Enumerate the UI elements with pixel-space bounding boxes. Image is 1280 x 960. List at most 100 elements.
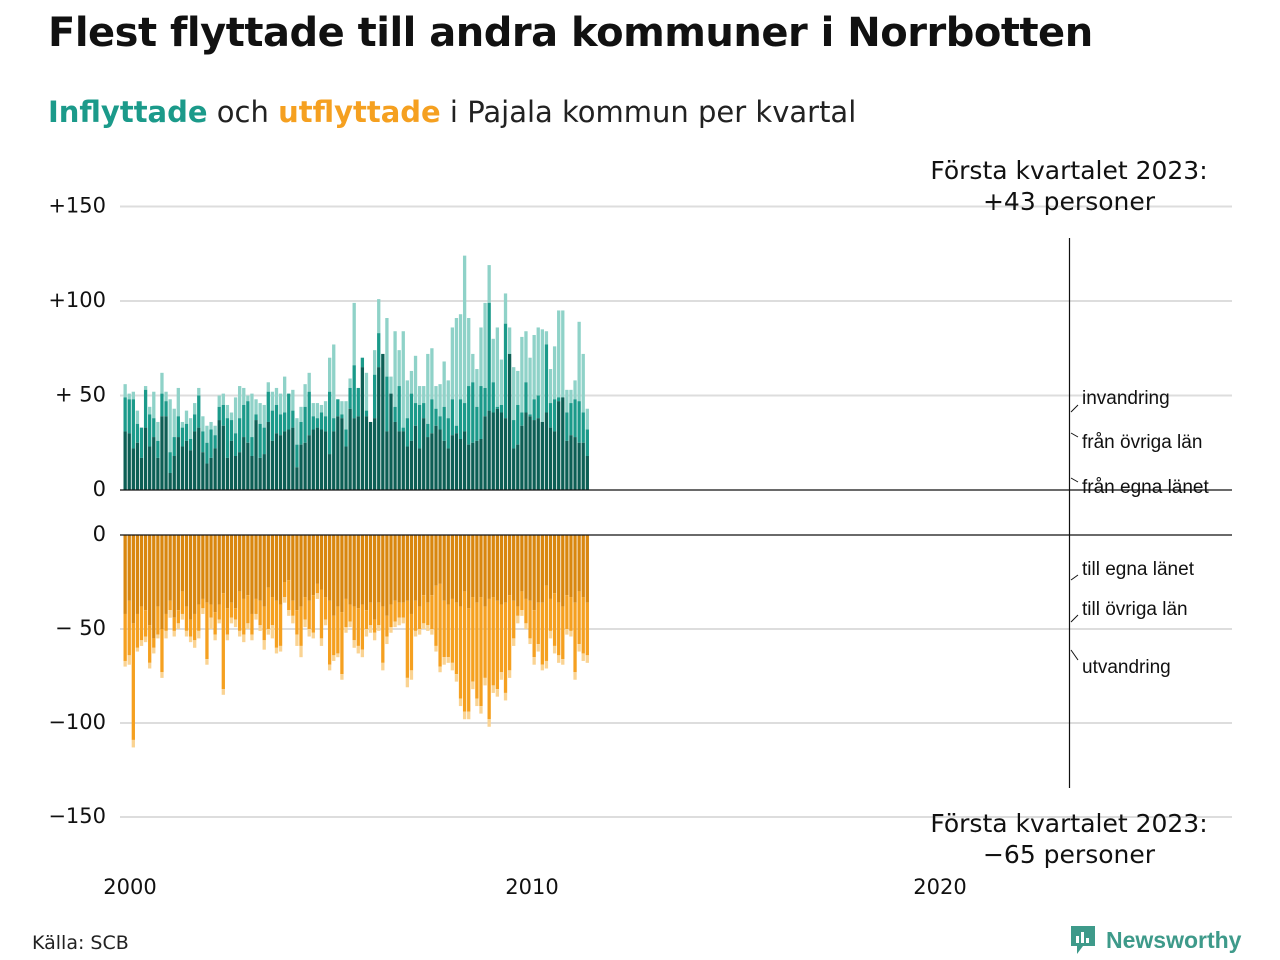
- bar-till-ovriga-lan: [242, 598, 246, 635]
- bar-till-ovriga-lan: [201, 598, 205, 609]
- bar-invandring: [213, 425, 217, 436]
- bar-till-ovriga-lan: [377, 602, 381, 626]
- bar-utvandring: [143, 636, 148, 643]
- bar-till-ovriga-lan: [307, 600, 311, 629]
- bar-till-ovriga-lan: [266, 587, 270, 629]
- bar-fran-ovriga-lan: [205, 442, 209, 464]
- bar-invandring: [499, 359, 504, 405]
- bar-utvandring: [188, 636, 193, 643]
- bar-fran-ovriga-lan: [274, 404, 279, 434]
- bar-till-ovriga-lan: [409, 613, 414, 671]
- bar-utvandring: [405, 677, 410, 688]
- bar-fran-ovriga-lan: [536, 395, 540, 419]
- bar-till-ovriga-lan: [552, 593, 557, 646]
- bar-fran-ovriga-lan: [577, 401, 581, 443]
- bar-till-ovriga-lan: [368, 602, 373, 626]
- bar-till-egna-lanet: [291, 535, 295, 601]
- bar-till-egna-lanet: [499, 535, 504, 605]
- bar-till-egna-lanet: [233, 535, 238, 609]
- bar-till-ovriga-lan: [336, 606, 340, 654]
- bar-fran-egna-lanet: [487, 410, 491, 490]
- bar-fran-egna-lanet: [528, 416, 532, 490]
- bar-fran-ovriga-lan: [581, 412, 585, 443]
- bar-utvandring: [377, 625, 381, 631]
- bar-fran-egna-lanet: [512, 448, 516, 490]
- bar-fran-egna-lanet: [184, 440, 189, 490]
- y-tick-label-bottom: − 50: [55, 616, 106, 640]
- bar-till-ovriga-lan: [172, 617, 176, 631]
- label-leader-line: [1070, 614, 1079, 623]
- bar-fran-ovriga-lan: [152, 418, 156, 438]
- bar-till-egna-lanet: [577, 535, 581, 592]
- bar-utvandring: [495, 689, 499, 697]
- bar-fran-ovriga-lan: [209, 429, 213, 458]
- bar-till-egna-lanet: [446, 535, 450, 605]
- bar-utvandring: [139, 640, 144, 646]
- bar-fran-ovriga-lan: [238, 418, 242, 453]
- bar-till-ovriga-lan: [233, 608, 238, 620]
- bar-till-ovriga-lan: [213, 612, 217, 635]
- bar-utvandring: [250, 634, 254, 641]
- bar-invandring: [507, 327, 512, 354]
- bar-fran-ovriga-lan: [266, 391, 270, 422]
- bar-invandring: [340, 401, 344, 415]
- bar-till-egna-lanet: [516, 535, 520, 607]
- bar-invandring: [540, 329, 544, 422]
- bar-utvandring: [193, 640, 197, 648]
- bar-till-egna-lanet: [561, 535, 565, 607]
- bar-utvandring: [303, 619, 307, 628]
- bar-till-egna-lanet: [323, 535, 328, 598]
- bar-till-egna-lanet: [450, 535, 454, 599]
- bar-invandring: [205, 425, 209, 443]
- bar-fran-ovriga-lan: [532, 399, 536, 421]
- bar-fran-ovriga-lan: [426, 423, 430, 438]
- bar-till-ovriga-lan: [221, 593, 225, 690]
- bar-till-ovriga-lan: [442, 600, 446, 658]
- bar-till-egna-lanet: [479, 535, 483, 598]
- bar-fran-ovriga-lan: [573, 399, 577, 438]
- bar-invandring: [442, 361, 446, 407]
- bar-fran-egna-lanet: [393, 421, 397, 490]
- bar-invandring: [434, 386, 438, 409]
- bar-fran-ovriga-lan: [364, 410, 369, 417]
- bar-invandring: [184, 410, 189, 424]
- bar-till-ovriga-lan: [503, 602, 508, 693]
- bar-till-egna-lanet: [225, 535, 230, 609]
- bar-till-ovriga-lan: [135, 613, 140, 648]
- bar-till-egna-lanet: [557, 535, 561, 603]
- bar-fran-egna-lanet: [139, 457, 144, 490]
- bar-fran-ovriga-lan: [528, 414, 532, 417]
- bar-utvandring: [270, 625, 275, 639]
- bar-fran-ovriga-lan: [148, 414, 152, 447]
- bar-invandring: [168, 399, 172, 453]
- bar-invandring: [364, 372, 369, 411]
- bar-fran-egna-lanet: [561, 397, 565, 490]
- x-tick-label: 2020: [913, 875, 966, 899]
- bar-till-ovriga-lan: [127, 600, 131, 656]
- bar-invandring: [323, 401, 328, 417]
- bar-utvandring: [348, 621, 352, 628]
- bar-till-egna-lanet: [311, 535, 315, 596]
- bar-utvandring: [528, 638, 532, 645]
- bar-fran-ovriga-lan: [336, 399, 340, 417]
- bar-till-ovriga-lan: [520, 591, 524, 611]
- bar-till-ovriga-lan: [585, 602, 589, 656]
- bar-utvandring: [319, 638, 324, 646]
- bar-fran-ovriga-lan: [123, 397, 127, 432]
- bar-fran-egna-lanet: [577, 442, 581, 490]
- bar-fran-ovriga-lan: [487, 302, 491, 411]
- bar-fran-egna-lanet: [246, 442, 250, 490]
- label-leader-line: [1070, 477, 1079, 483]
- bar-fran-ovriga-lan: [512, 420, 516, 449]
- bar-till-egna-lanet: [507, 535, 512, 596]
- bar-fran-egna-lanet: [315, 427, 320, 490]
- bar-invandring: [495, 327, 499, 407]
- bar-till-egna-lanet: [143, 535, 148, 611]
- bar-till-ovriga-lan: [254, 598, 258, 614]
- bar-utvandring: [446, 657, 450, 663]
- bar-fran-egna-lanet: [217, 420, 221, 490]
- bar-utvandring: [548, 630, 553, 639]
- bar-utvandring: [360, 649, 365, 658]
- bar-till-ovriga-lan: [422, 595, 426, 624]
